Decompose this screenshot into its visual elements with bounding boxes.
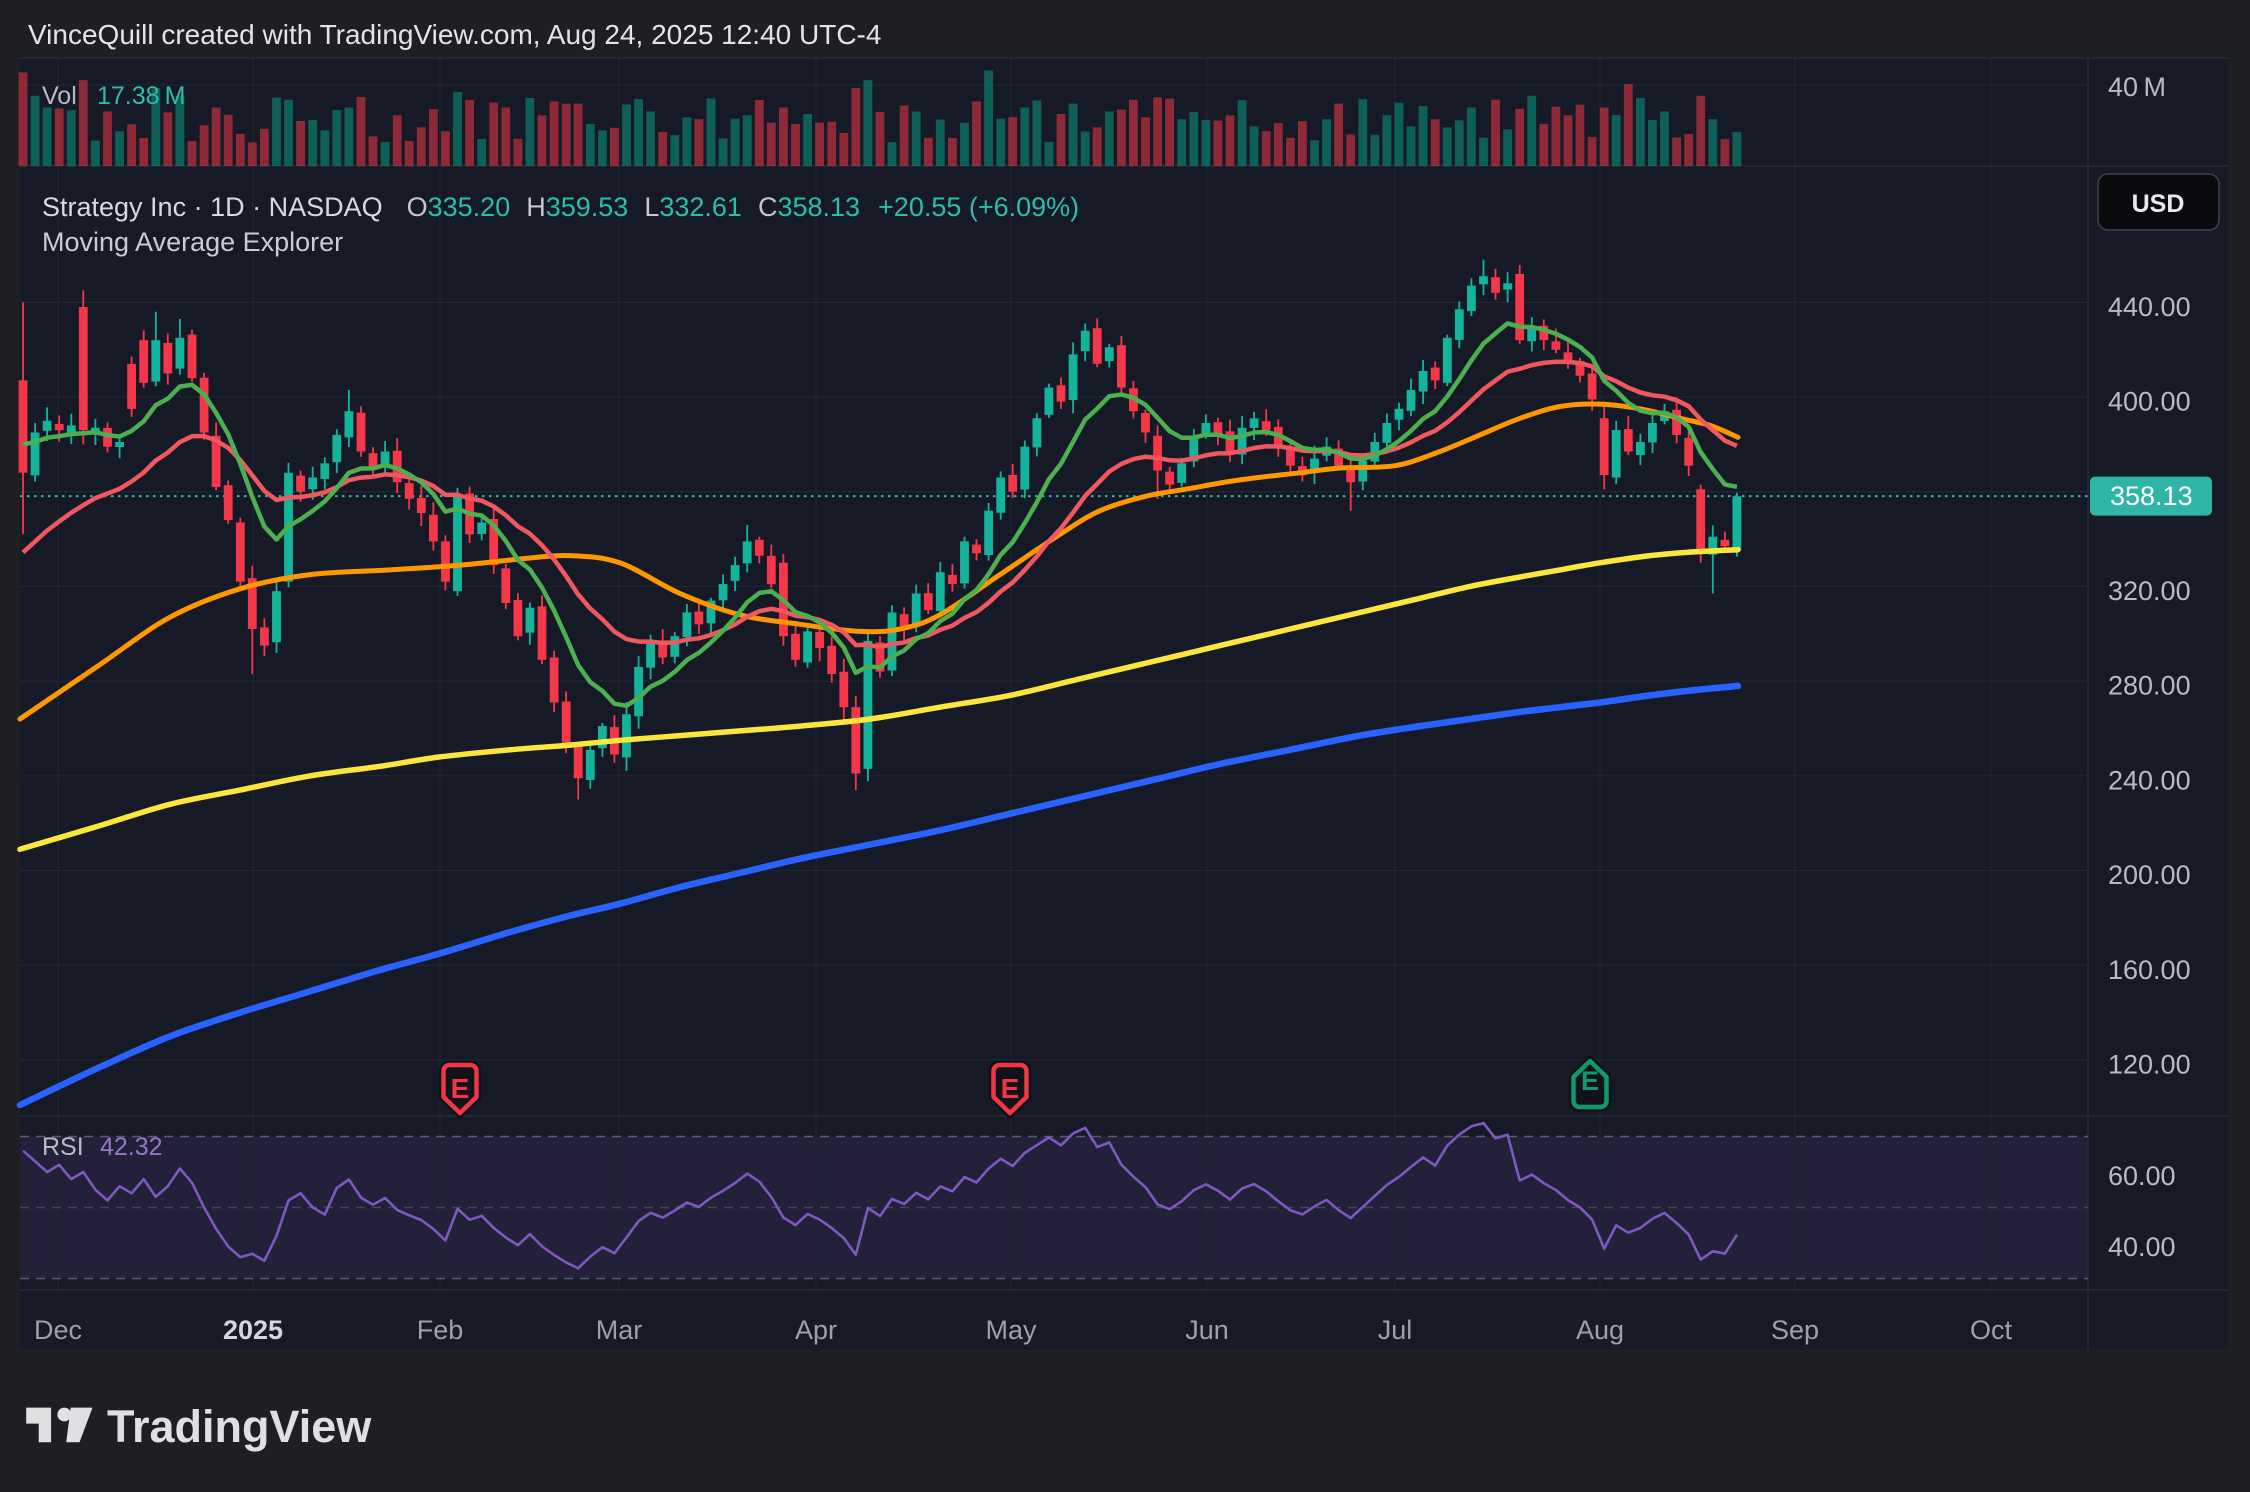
svg-text:Sep: Sep — [1771, 1315, 1819, 1345]
svg-text:160.00: 160.00 — [2108, 955, 2191, 985]
svg-text:TradingView: TradingView — [107, 1401, 372, 1452]
svg-text:42.32: 42.32 — [100, 1133, 163, 1161]
svg-text:440.00: 440.00 — [2108, 292, 2191, 322]
svg-text:60.00: 60.00 — [2108, 1161, 2176, 1191]
svg-text:400.00: 400.00 — [2108, 387, 2191, 417]
svg-text:240.00: 240.00 — [2108, 765, 2191, 795]
svg-text:Feb: Feb — [417, 1315, 464, 1345]
svg-text:Vol: Vol — [42, 82, 77, 110]
svg-text:Dec: Dec — [34, 1315, 82, 1345]
svg-text:E: E — [1581, 1066, 1599, 1096]
svg-text:40 M: 40 M — [2108, 72, 2166, 102]
svg-text:280.00: 280.00 — [2108, 671, 2191, 701]
svg-text:Jul: Jul — [1378, 1315, 1413, 1345]
svg-text:Mar: Mar — [596, 1315, 643, 1345]
svg-text:Apr: Apr — [795, 1315, 837, 1345]
svg-text:Aug: Aug — [1576, 1315, 1624, 1345]
svg-text:RSI: RSI — [42, 1133, 84, 1161]
svg-text:2025: 2025 — [223, 1315, 283, 1345]
svg-text:May: May — [985, 1315, 1037, 1345]
svg-text:Moving Average Explorer: Moving Average Explorer — [42, 227, 343, 257]
svg-text:17.38 M: 17.38 M — [97, 82, 185, 110]
svg-text:E: E — [451, 1073, 470, 1104]
svg-text:VinceQuill created with Tradin: VinceQuill created with TradingView.com,… — [28, 19, 881, 50]
svg-text:320.00: 320.00 — [2108, 576, 2191, 606]
svg-text:Jun: Jun — [1185, 1315, 1229, 1345]
svg-text:358.13: 358.13 — [2110, 481, 2193, 511]
svg-text:Oct: Oct — [1970, 1315, 2013, 1345]
svg-text:E: E — [1001, 1073, 1020, 1104]
svg-text:200.00: 200.00 — [2108, 860, 2191, 890]
svg-text:120.00: 120.00 — [2108, 1050, 2191, 1080]
svg-text:40.00: 40.00 — [2108, 1232, 2176, 1262]
svg-text:USD: USD — [2132, 190, 2185, 218]
